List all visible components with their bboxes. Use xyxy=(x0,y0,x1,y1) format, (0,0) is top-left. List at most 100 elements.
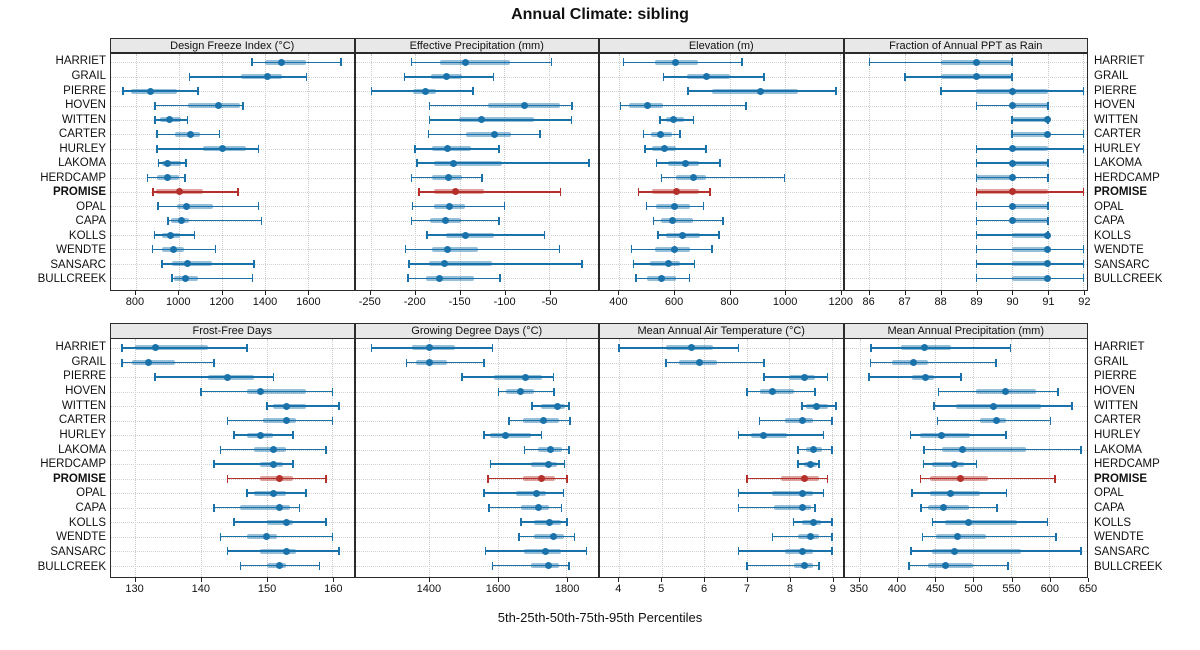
whisker-cap-high xyxy=(193,231,196,240)
panel-header: Growing Degree Days (°C) xyxy=(354,323,599,339)
station-label: CAPA xyxy=(1094,215,1125,228)
station-label: KOLLS xyxy=(1094,516,1132,529)
whisker-cap-high xyxy=(818,460,820,469)
h-gridline xyxy=(111,493,354,495)
h-gridline xyxy=(600,522,843,524)
whisker-cap-high xyxy=(246,343,248,352)
station-label: SANSARC xyxy=(50,545,106,558)
station-label: WENDTE xyxy=(56,531,106,544)
whisker-line xyxy=(923,463,977,465)
h-gridline xyxy=(111,177,354,179)
whisker-line xyxy=(426,234,545,236)
whisker-cap-low xyxy=(940,87,942,96)
whisker-line xyxy=(484,434,542,436)
median-dot xyxy=(151,344,159,352)
axis-tick-label: 140 xyxy=(191,583,210,595)
whisker-cap-high xyxy=(571,101,573,110)
h-gridline xyxy=(111,62,354,64)
median-dot xyxy=(169,245,177,253)
whisker-cap-low xyxy=(911,489,913,498)
whisker-line xyxy=(214,463,294,465)
station-label: WENDTE xyxy=(1094,244,1144,257)
median-dot xyxy=(1008,87,1016,95)
whisker-cap-high xyxy=(741,58,743,67)
whisker-cap-low xyxy=(461,373,463,382)
median-dot xyxy=(922,373,930,381)
whisker-line xyxy=(660,119,694,121)
h-gridline xyxy=(844,220,1087,222)
whisker-cap-high xyxy=(260,216,263,225)
axis-tick-label: 400 xyxy=(609,295,628,308)
median-dot xyxy=(282,547,290,555)
h-gridline xyxy=(355,420,598,422)
median-dot xyxy=(547,446,555,454)
axis-tick xyxy=(832,578,834,582)
median-dot xyxy=(521,373,529,381)
whisker-cap-high xyxy=(559,187,562,196)
h-gridline xyxy=(355,522,598,524)
whisker-cap-low xyxy=(152,187,154,196)
median-dot xyxy=(798,547,806,555)
h-gridline xyxy=(355,478,598,480)
h-gridline xyxy=(600,249,843,251)
whisker-cap-high xyxy=(550,58,553,67)
whisker-cap-high xyxy=(581,259,583,268)
station-label: HERDCAMP xyxy=(40,458,106,471)
station-label: GRAIL xyxy=(1094,355,1129,368)
median-dot xyxy=(809,446,817,454)
whisker-cap-high xyxy=(214,245,217,254)
h-gridline xyxy=(600,536,843,538)
whisker-cap-low xyxy=(657,231,659,240)
whisker-cap-low xyxy=(922,460,925,469)
whisker-line xyxy=(487,477,568,480)
axis-tick-label: 400 xyxy=(887,583,907,595)
whisker-line xyxy=(531,405,569,407)
v-gridline xyxy=(201,339,203,577)
whisker-cap-high xyxy=(709,187,711,196)
whisker-cap-high xyxy=(318,561,321,570)
whisker-cap-low xyxy=(219,445,222,454)
whisker-line xyxy=(122,361,215,364)
v-gridline xyxy=(266,339,268,577)
whisker-line xyxy=(492,564,569,567)
median-dot xyxy=(1044,245,1052,253)
axis-tick-label: 90 xyxy=(1006,295,1019,308)
axis-tick-label: -100 xyxy=(493,295,516,308)
whisker-line xyxy=(266,405,340,407)
panel xyxy=(354,338,599,578)
whisker-line xyxy=(871,347,1011,349)
whisker-cap-low xyxy=(414,144,416,153)
axis-tick xyxy=(785,290,787,295)
whisker-cap-high xyxy=(588,159,590,168)
panel-header: Design Freeze Index (°C) xyxy=(110,37,355,53)
whisker-line xyxy=(738,492,824,494)
v-gridline xyxy=(1011,339,1013,577)
whisker-line xyxy=(220,535,333,538)
h-gridline xyxy=(844,148,1087,150)
axis-tick xyxy=(567,578,569,582)
station-label: WENDTE xyxy=(1094,531,1144,544)
median-dot xyxy=(176,188,184,196)
whisker-cap-high xyxy=(702,202,705,211)
axis-tick xyxy=(935,578,937,582)
median-dot xyxy=(539,417,547,425)
whisker-cap-low xyxy=(923,445,925,454)
median-dot xyxy=(269,460,277,468)
v-gridline xyxy=(704,339,706,577)
axis-tick-label: 350 xyxy=(849,583,868,595)
whisker-cap-low xyxy=(746,387,748,396)
median-dot xyxy=(182,202,190,210)
station-label: CAPA xyxy=(1094,502,1125,515)
v-gridline xyxy=(729,53,731,290)
median-dot xyxy=(661,145,669,153)
whisker-cap-low xyxy=(233,518,235,527)
whisker-line xyxy=(976,234,1048,236)
whisker-cap-low xyxy=(975,274,978,283)
whisker-cap-high xyxy=(1046,518,1049,527)
v-gridline xyxy=(973,339,975,577)
v-gridline xyxy=(415,53,417,290)
axis-tick-label: 650 xyxy=(1078,583,1098,595)
v-gridline xyxy=(976,53,978,290)
h-gridline xyxy=(600,391,843,393)
panel-header: Mean Annual Precipitation (mm) xyxy=(843,323,1088,339)
